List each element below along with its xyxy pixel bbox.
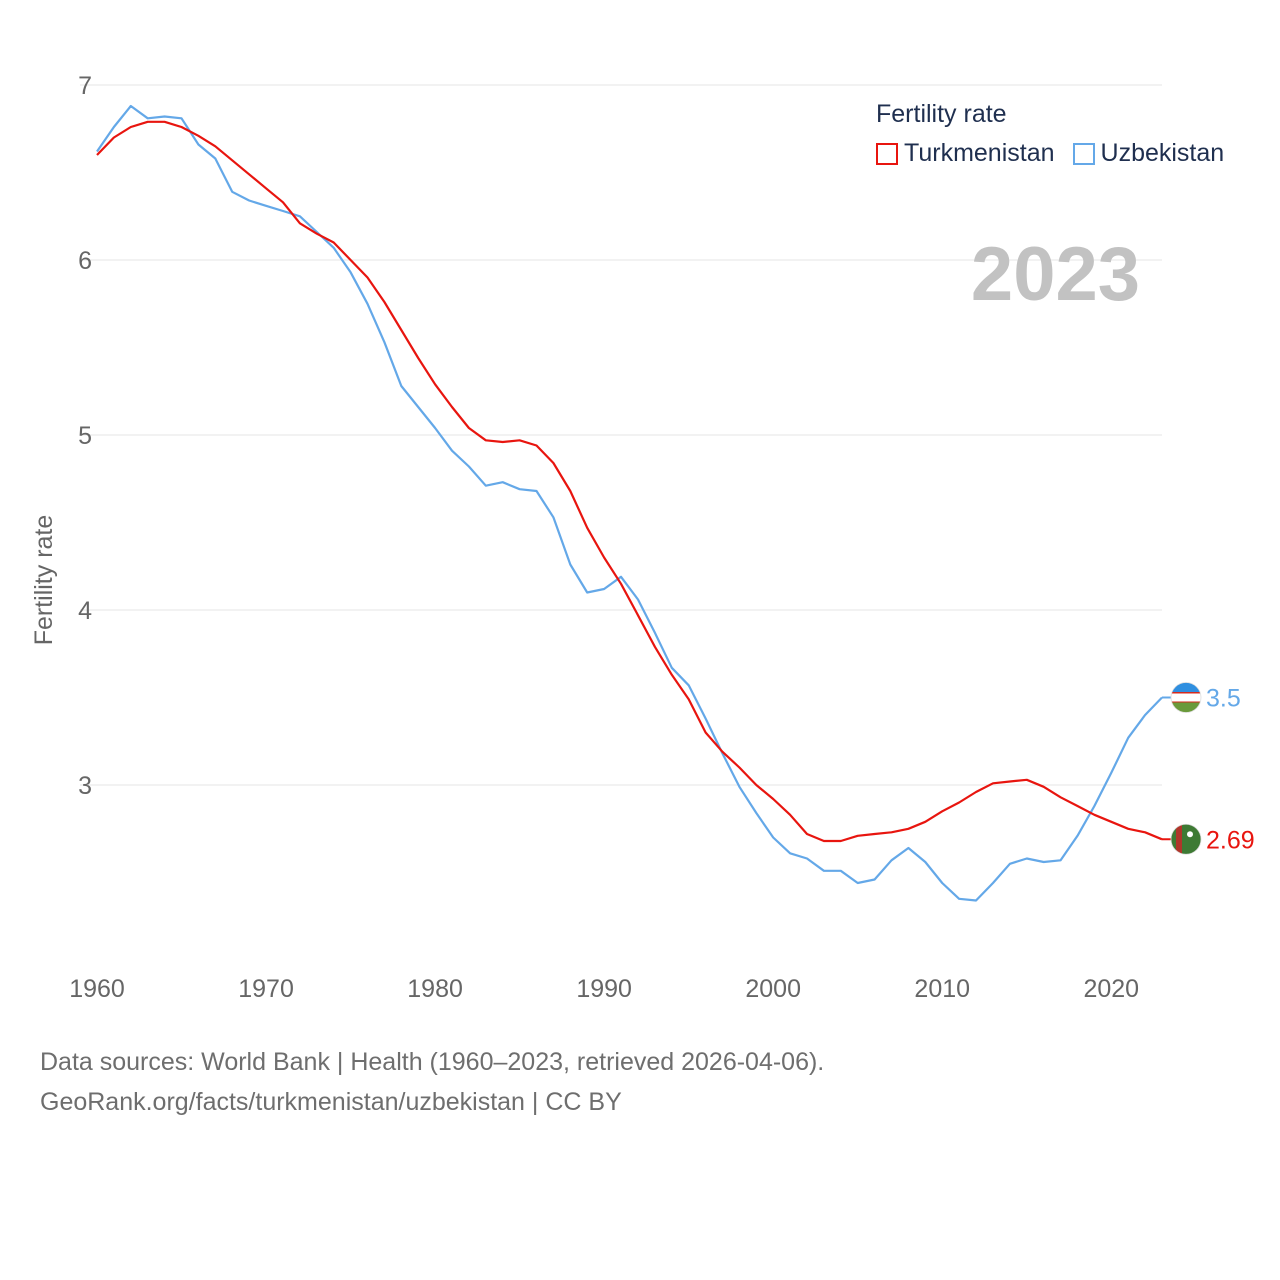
x-axis-ticks: 1960 1970 1980 1990 2000 2010 2020 (69, 975, 1139, 1003)
x-tick-label: 1990 (576, 975, 632, 1003)
y-tick-label: 5 (78, 422, 92, 450)
legend-swatch-turkmenistan (876, 142, 898, 165)
legend-title: Fertility rate (876, 100, 1007, 128)
x-tick-label: 1980 (407, 975, 463, 1003)
series-line-turkmenistan[interactable] (96, 120, 1163, 843)
legend-label-turkmenistan: Turkmenistan (904, 139, 1055, 167)
end-markers: 2.69 3.5 (1162, 682, 1255, 855)
x-tick-label: 2020 (1083, 975, 1139, 1003)
source-line-1: Data sources: World Bank | Health (1960–… (40, 1048, 825, 1076)
y-axis-label: Fertility rate (30, 515, 58, 646)
gridlines (80, 84, 1162, 786)
y-tick-label: 3 (78, 772, 92, 800)
y-tick-label: 6 (78, 247, 92, 275)
x-tick-label: 2000 (745, 975, 801, 1003)
end-value-label-turkmenistan: 2.69 (1206, 826, 1255, 854)
legend: Fertility rate Turkmenistan Uzbekistan (876, 100, 1242, 168)
end-value-label-uzbekistan: 3.5 (1206, 685, 1241, 713)
legend-item-uzbekistan[interactable]: Uzbekistan (1072, 139, 1225, 168)
series-lines (96, 104, 1163, 902)
year-label: 2023 (971, 232, 1140, 317)
y-tick-label: 7 (78, 72, 92, 100)
y-axis-ticks: 3 4 5 6 7 (78, 72, 92, 800)
legend-swatch-uzbekistan (1072, 142, 1095, 165)
series-line-uzbekistan[interactable] (96, 104, 1163, 902)
y-tick-label: 4 (78, 597, 92, 625)
source-line-2[interactable]: GeoRank.org/facts/turkmenistan/uzbekista… (40, 1088, 622, 1116)
legend-item-turkmenistan[interactable]: Turkmenistan (876, 139, 1055, 168)
x-tick-label: 2010 (914, 975, 970, 1003)
x-tick-label: 1970 (238, 975, 294, 1003)
data-source: Data sources: World Bank | Health (1960–… (40, 1042, 824, 1122)
legend-label-uzbekistan: Uzbekistan (1100, 139, 1225, 167)
uzbekistan-flag-icon (1170, 682, 1202, 713)
x-tick-label: 1960 (69, 975, 125, 1003)
line-chart: 3 4 5 6 7 1960 1970 1980 1990 2000 2010 2020 Ferti… (30, 72, 1255, 1003)
turkmenistan-flag-icon (1170, 823, 1202, 855)
